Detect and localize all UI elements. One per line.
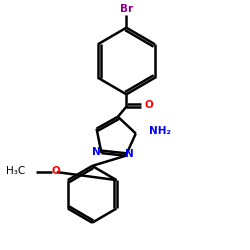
Text: O: O: [145, 100, 154, 110]
Text: Br: Br: [120, 4, 133, 14]
Text: NH₂: NH₂: [149, 126, 171, 136]
Text: N: N: [125, 149, 134, 159]
Text: N: N: [92, 147, 100, 157]
Text: H₃C: H₃C: [6, 166, 25, 176]
Text: O: O: [51, 166, 60, 176]
